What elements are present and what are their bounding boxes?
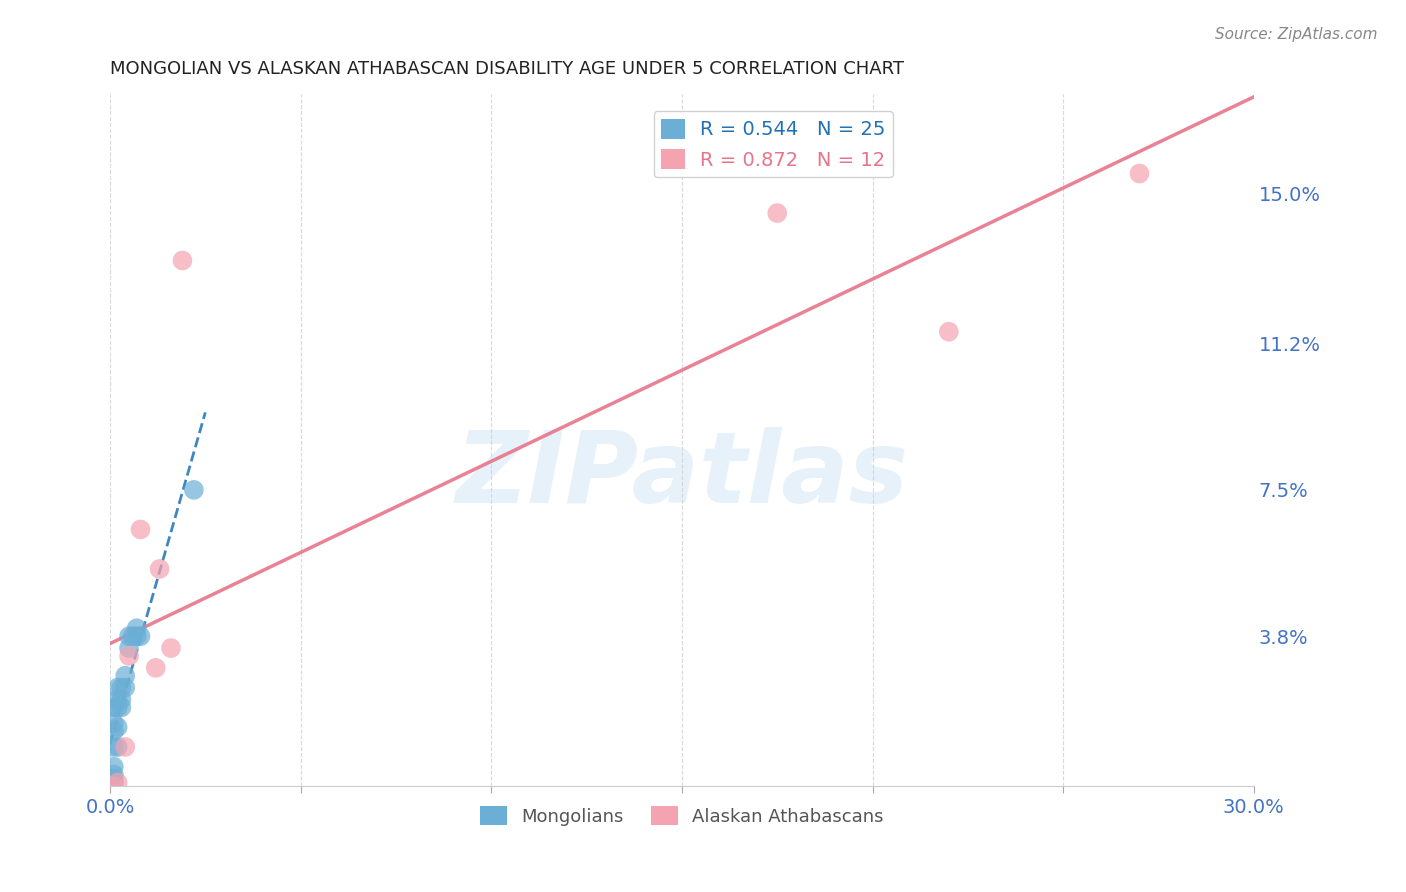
Legend: Mongolians, Alaskan Athabascans: Mongolians, Alaskan Athabascans	[472, 799, 891, 833]
Text: Source: ZipAtlas.com: Source: ZipAtlas.com	[1215, 27, 1378, 42]
Point	[103, 775, 125, 789]
Point	[118, 629, 141, 643]
Point	[103, 739, 125, 754]
Point	[766, 206, 789, 220]
Point	[114, 739, 136, 754]
Point	[121, 629, 143, 643]
Point	[107, 700, 129, 714]
Point	[110, 692, 132, 706]
Point	[145, 661, 167, 675]
Point	[103, 772, 125, 786]
Point	[160, 641, 183, 656]
Point	[114, 681, 136, 695]
Point	[118, 641, 141, 656]
Point	[107, 720, 129, 734]
Point	[114, 669, 136, 683]
Point	[110, 681, 132, 695]
Point	[129, 523, 152, 537]
Point	[938, 325, 960, 339]
Point	[103, 760, 125, 774]
Point	[110, 700, 132, 714]
Point	[103, 700, 125, 714]
Point	[125, 621, 148, 635]
Text: ZIPatlas: ZIPatlas	[456, 426, 908, 524]
Point	[103, 780, 125, 794]
Point	[103, 716, 125, 731]
Point	[172, 253, 194, 268]
Point	[107, 692, 129, 706]
Point	[107, 775, 129, 789]
Point	[107, 739, 129, 754]
Point	[1128, 167, 1150, 181]
Point	[183, 483, 205, 497]
Point	[125, 629, 148, 643]
Text: MONGOLIAN VS ALASKAN ATHABASCAN DISABILITY AGE UNDER 5 CORRELATION CHART: MONGOLIAN VS ALASKAN ATHABASCAN DISABILI…	[110, 60, 904, 78]
Point	[103, 724, 125, 739]
Point	[103, 767, 125, 781]
Point	[148, 562, 170, 576]
Point	[118, 648, 141, 663]
Point	[129, 629, 152, 643]
Point	[107, 681, 129, 695]
